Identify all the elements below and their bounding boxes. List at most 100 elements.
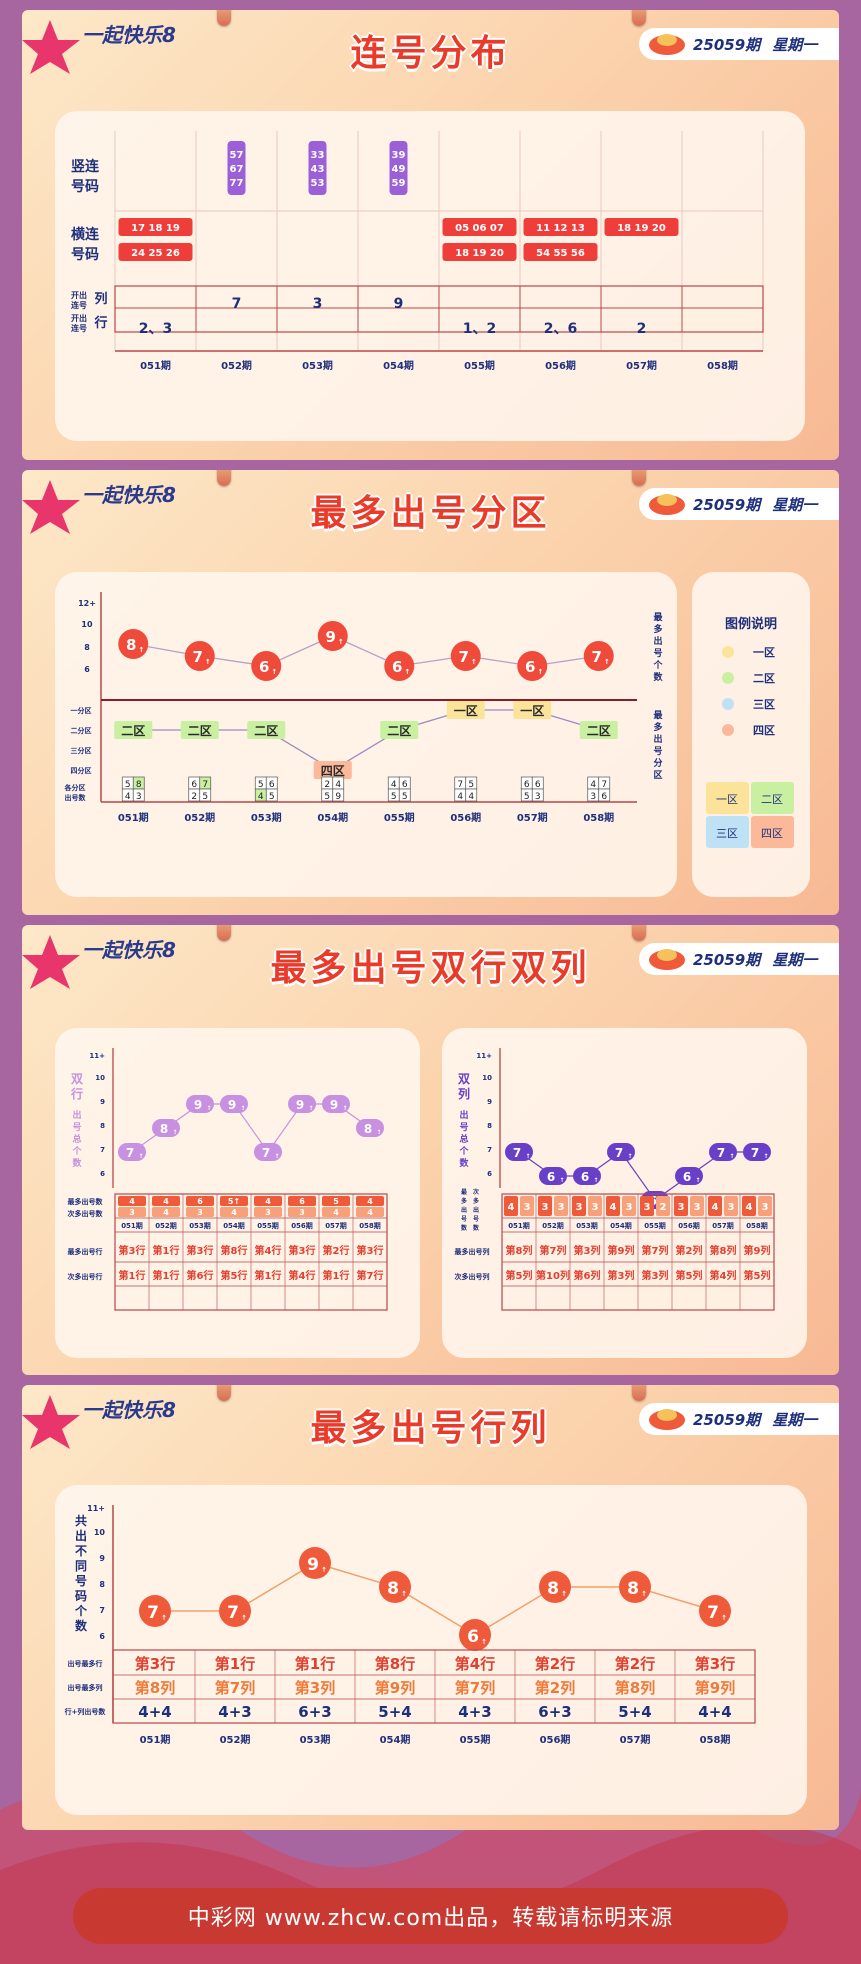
legend-label: 二区 xyxy=(753,672,775,685)
tick-label: 056期 xyxy=(450,811,481,824)
mascot-icon xyxy=(649,494,685,515)
horizontal-bar xyxy=(442,243,517,261)
arrow-icon: ↑ xyxy=(138,1153,143,1160)
panel-zone: 一起快乐8 最多出号分区 25059期 星期一 12+ 10 8 6 一分区 二分区 三分区四… xyxy=(22,470,839,915)
value-label: 8 xyxy=(547,1579,559,1599)
sec-row-value: 第1行 xyxy=(153,1269,180,1282)
sec-num-box xyxy=(186,1207,214,1217)
sec-num: 3 xyxy=(762,1202,769,1213)
horizontal-bar xyxy=(118,218,193,236)
zone-tick-label: 一分区 xyxy=(71,706,92,715)
row-value: 第3行 xyxy=(695,1655,735,1673)
value-label: 7 xyxy=(262,1146,270,1160)
arrow-icon: ↑ xyxy=(308,1105,313,1112)
zone-cell-value: 3 xyxy=(535,792,541,802)
sec-num-box xyxy=(288,1207,316,1217)
value-point xyxy=(299,1547,331,1579)
sum-label: 行+列出号数 xyxy=(64,1707,107,1716)
arrow-icon: ↑ xyxy=(559,1177,564,1184)
sec-num-box xyxy=(118,1207,146,1217)
zone-cell xyxy=(265,788,278,802)
value-point xyxy=(220,1095,248,1113)
value-label: 8 xyxy=(160,1122,168,1136)
value-label: 6 xyxy=(547,1170,555,1184)
value-label: 9 xyxy=(228,1098,236,1112)
value-label: 6 xyxy=(467,1627,479,1647)
section-title: 最多出号分区 xyxy=(310,493,551,534)
tick-label: 054期 xyxy=(383,359,414,372)
max-num: 3 xyxy=(644,1202,651,1213)
value-point xyxy=(743,1143,771,1161)
zone-cell-value: 7 xyxy=(601,780,607,790)
arrow-icon: ↑ xyxy=(205,658,211,666)
sec-row-label: 次多出号行 xyxy=(68,1272,103,1281)
tick-label: 051期 xyxy=(118,811,149,824)
value-point xyxy=(699,1595,731,1627)
sec-num: 4 xyxy=(333,1208,339,1217)
sec-num: 3 xyxy=(728,1202,735,1213)
tick-label: 9 xyxy=(100,1098,105,1106)
right-label-top-char: 出 xyxy=(653,635,662,647)
weekday: 星期一 xyxy=(772,495,818,514)
horizontal-number: 11 12 13 xyxy=(536,223,585,234)
tick-label: 052期 xyxy=(184,811,215,824)
vertical-bar xyxy=(227,141,246,195)
zone-marker xyxy=(114,721,153,739)
horizontal-number: 17 18 19 xyxy=(131,223,180,234)
zone-cell-value: 5 xyxy=(402,792,408,802)
value-point xyxy=(709,1143,737,1161)
value-point xyxy=(152,1119,180,1137)
sec-num-box xyxy=(152,1207,180,1217)
value-point xyxy=(607,1143,635,1161)
value-point xyxy=(619,1571,651,1603)
count-point xyxy=(384,651,415,681)
zone-cell-value: 6 xyxy=(524,780,530,790)
value-label: 7 xyxy=(717,1146,725,1160)
label-col: 开出 xyxy=(71,290,87,300)
arrow-icon: ↑ xyxy=(561,1590,567,1598)
zone-cell-value: 3 xyxy=(136,792,142,802)
zone-cell-value: 5 xyxy=(524,792,530,802)
max-num: 6 xyxy=(197,1197,203,1206)
horizontal-bar xyxy=(118,243,193,261)
right-label-top-char: 个 xyxy=(652,659,663,671)
value-label: 9 xyxy=(330,1098,338,1112)
sum-value: 4+3 xyxy=(218,1703,251,1721)
tick-label: 8 xyxy=(99,1580,105,1589)
zone-marker xyxy=(380,721,419,739)
zone-cell xyxy=(332,788,345,802)
arrow-icon: ↑ xyxy=(695,1177,700,1184)
right-label-bottom-char: 分 xyxy=(653,757,662,769)
zone-cell xyxy=(531,788,544,802)
sec-row-value: 第10列 xyxy=(536,1269,570,1282)
sec-row-value: 第5行 xyxy=(221,1269,248,1282)
weekday: 星期一 xyxy=(772,950,818,969)
zone-cell-value: 5 xyxy=(125,780,131,790)
label-horizontal: 号码 xyxy=(71,247,99,263)
max-num-box xyxy=(152,1196,180,1206)
value-label: 8 xyxy=(364,1122,372,1136)
max-num: 4 xyxy=(367,1197,373,1206)
col-value: 7 xyxy=(232,296,242,312)
sec-num: 4 xyxy=(163,1208,169,1217)
arrow-icon: ↑ xyxy=(763,1153,768,1160)
max-row-value: 第8列 xyxy=(710,1244,737,1257)
zone-cell-value: 7 xyxy=(457,780,463,790)
zone-tick-label: 四分区 xyxy=(71,766,92,775)
tick-label: 051期 xyxy=(508,1221,530,1230)
tick-label: 058期 xyxy=(359,1221,381,1230)
max-num-box xyxy=(186,1196,214,1206)
row-value: 2、6 xyxy=(544,321,577,337)
max-row-value: 第9列 xyxy=(608,1244,635,1257)
rowcol-card: 11+ 10 9 8 7 6 共出不同号码个数 7 ↑ 7 ↑ 9 ↑ 8 ↑ 6 ↑ 8 ↑ 8 ↑ 7 ↑ 出号最多行 出号… xyxy=(55,1485,807,1815)
horizontal-number: 18 19 20 xyxy=(617,223,666,234)
right-label-top-char: 号 xyxy=(653,648,662,659)
footer-credit: 中彩网 www.zhcw.com出品，转载请标明来源 xyxy=(73,1888,788,1944)
value-point xyxy=(539,1167,567,1185)
row-value: 1、2 xyxy=(463,321,496,337)
arrow-icon: ↑ xyxy=(604,658,610,666)
tick-label: 051期 xyxy=(140,1733,171,1746)
right-label-bottom-char: 号 xyxy=(653,746,662,757)
tick-label: 053期 xyxy=(300,1733,331,1746)
value-point xyxy=(356,1119,384,1137)
